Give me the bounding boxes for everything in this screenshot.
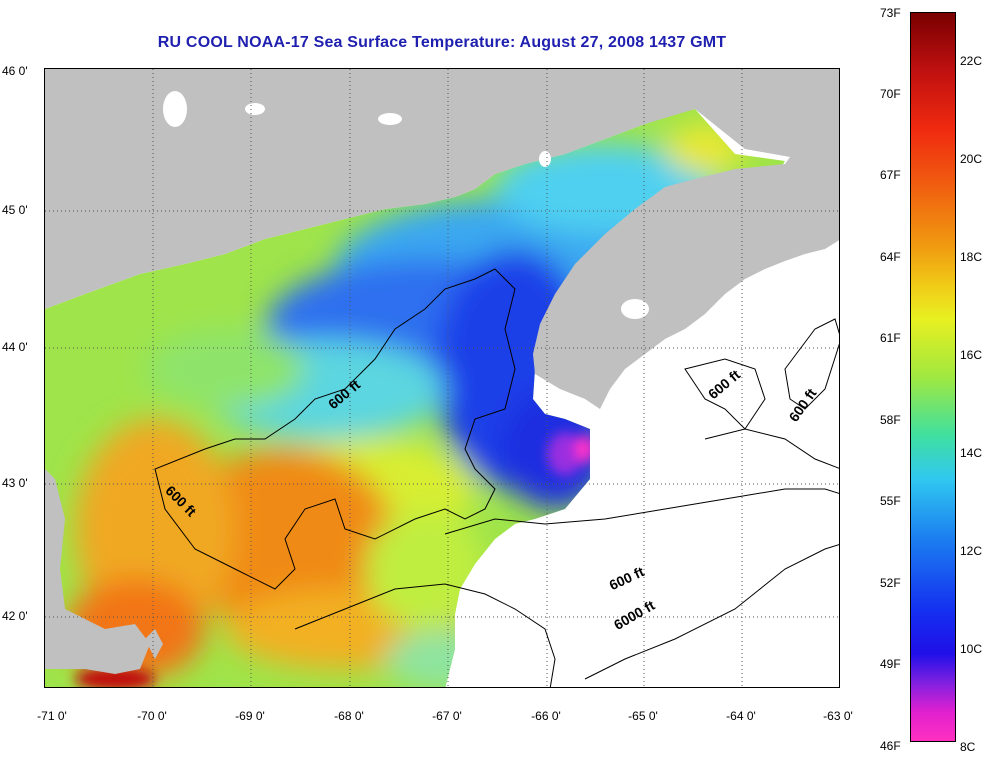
lon-label-66: -66 0' [531,709,561,723]
colorbar-label-55f: 55F [880,494,901,508]
colorbar-label-22c: 22C [960,54,983,68]
map-title: RU COOL NOAA-17 Sea Surface Temperature:… [157,34,727,51]
colorbar-label-18c: 18C [960,250,983,264]
lon-label-65: -65 0' [628,709,658,723]
land-masses [45,69,839,674]
lon-label-67: -67 0' [432,709,462,723]
lat-label-44: 44 0' [2,340,28,354]
lon-label-68: -68 0' [334,709,364,723]
lon-label-63: -63 0' [823,709,853,723]
lat-label-42: 42 0' [2,609,28,623]
colorbar-label-73f: 73F [880,6,901,20]
grid-lines [45,69,839,687]
colorbar-label-61f: 61F [880,331,901,345]
colorbar-label-46f: 46F [880,739,901,753]
lon-label-69: -69 0' [235,709,265,723]
colorbar-label-14c: 14C [960,446,983,460]
colorbar-label-16c: 16C [960,348,983,362]
colorbar-label-67f: 67F [880,168,901,182]
sst-map-canvas [45,69,839,687]
colorbar-label-52f: 52F [880,576,901,590]
colorbar-label-12c: 12C [960,544,983,558]
lon-label-64: -64 0' [726,709,756,723]
colorbar-label-8c: 8C [960,740,976,754]
cloud-patches [163,91,649,319]
sst-map[interactable] [44,68,840,688]
depth-contours [154,268,839,687]
lat-label-45: 45 0' [2,203,28,217]
colorbar-label-10c: 10C [960,642,983,656]
lon-label-71: -71 0' [37,709,67,723]
colorbar-label-20c: 20C [960,152,983,166]
lon-label-70: -70 0' [137,709,167,723]
lat-label-46: 46 0' [2,64,28,78]
temperature-colorbar [910,12,956,742]
lat-label-43: 43 0' [2,476,28,490]
colorbar-label-58f: 58F [880,413,901,427]
colorbar-label-70f: 70F [880,87,901,101]
colorbar-label-64f: 64F [880,250,901,264]
colorbar-label-49f: 49F [880,657,901,671]
